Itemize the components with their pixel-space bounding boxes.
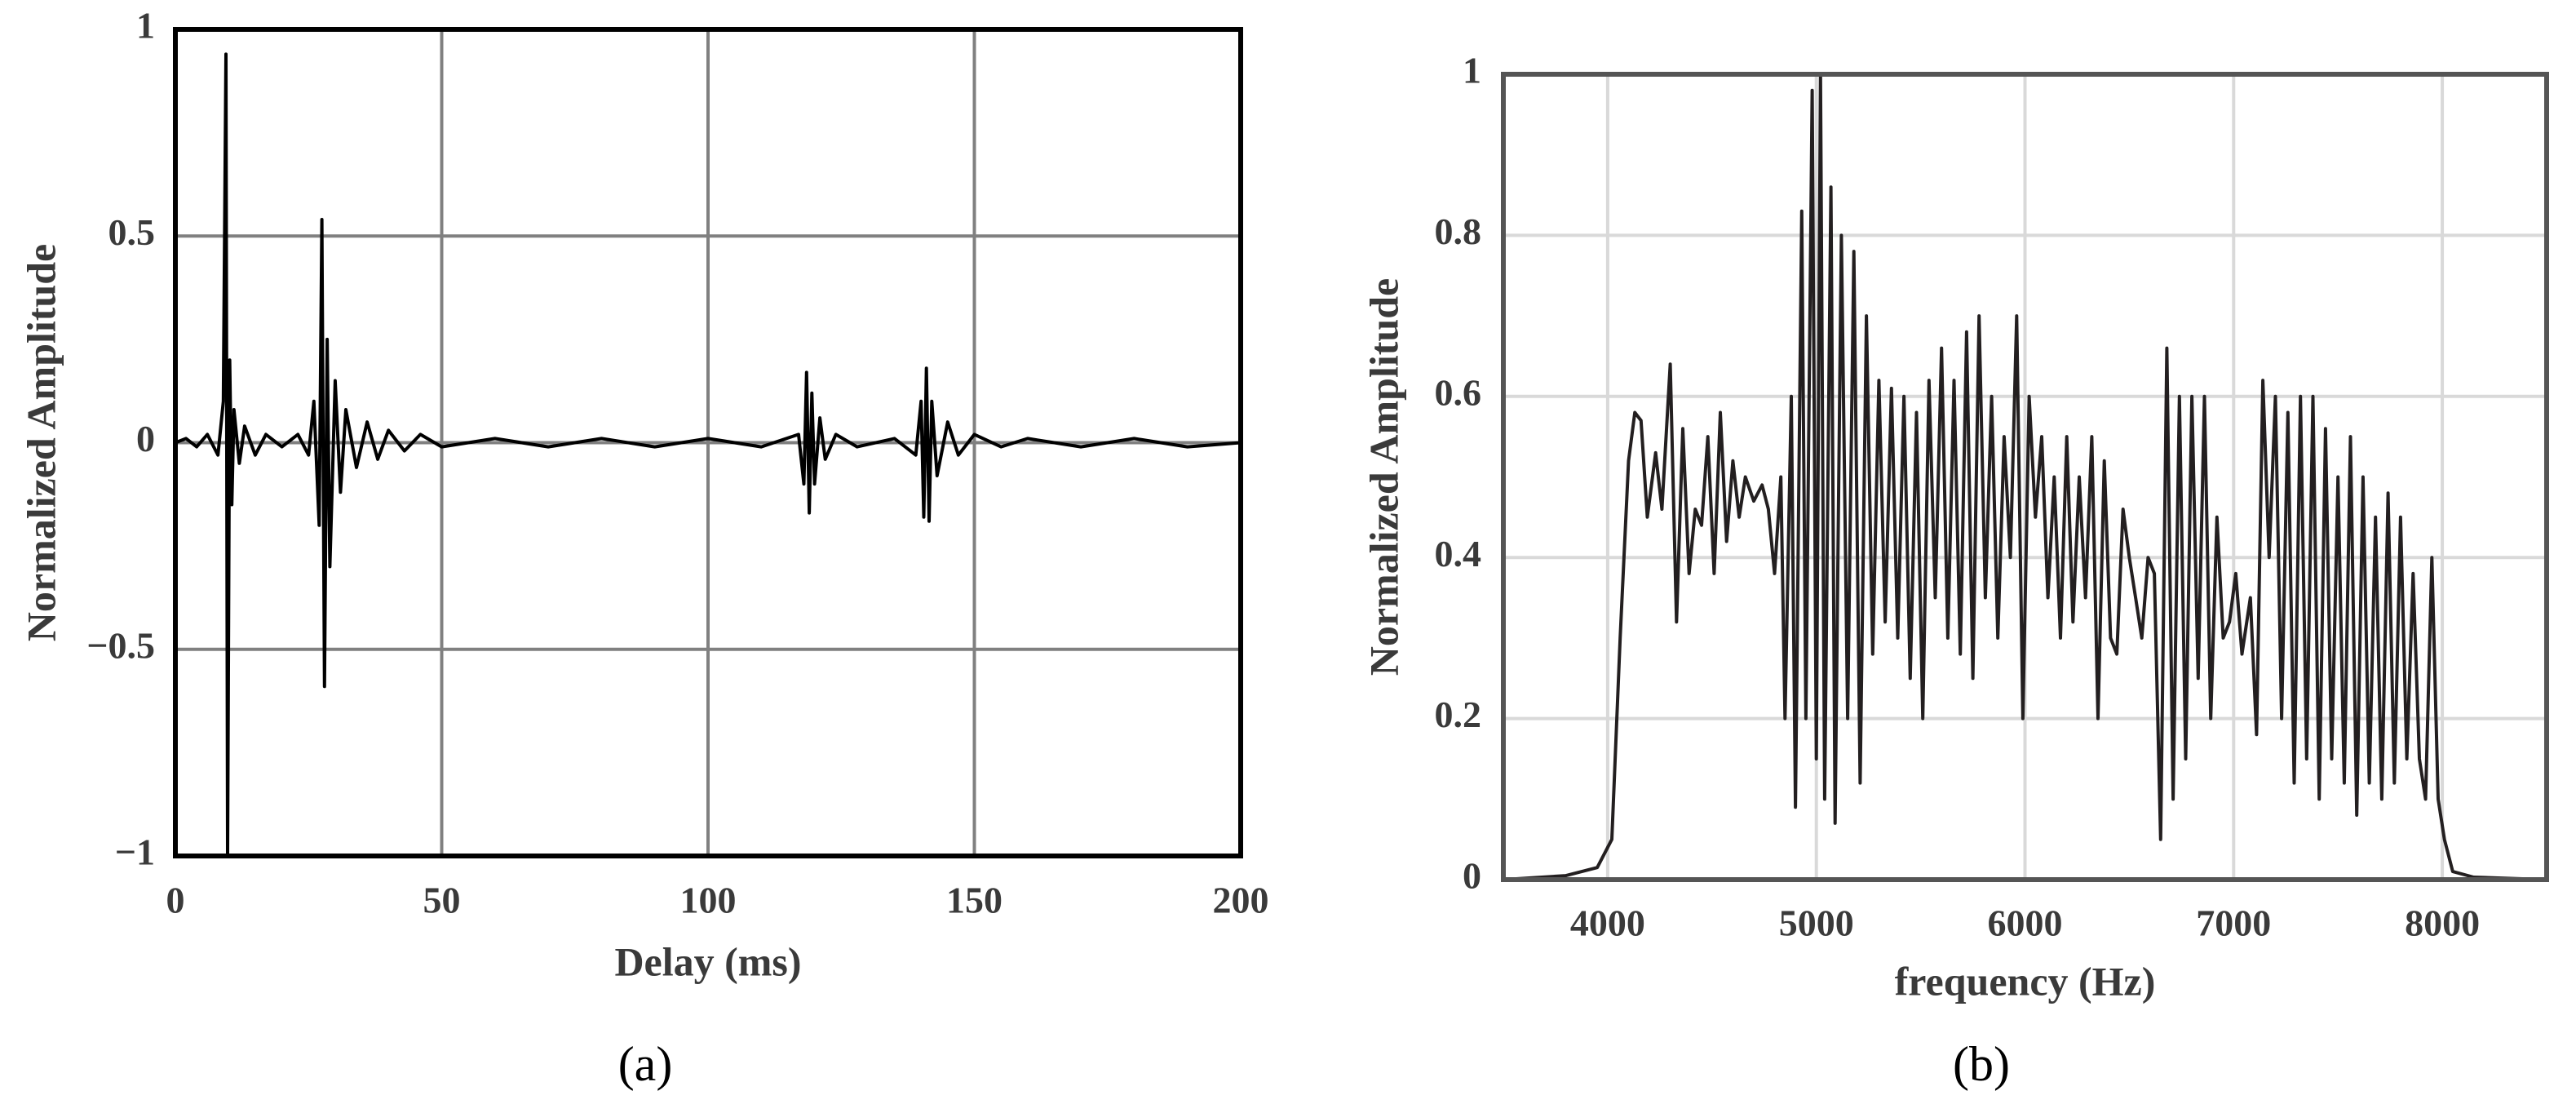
y-axis-label: Normalized Amplitude (18, 244, 64, 641)
y-tick-label: −0.5 (86, 624, 155, 666)
x-tick-label: 150 (946, 880, 1003, 921)
y-tick-label: −1 (115, 831, 155, 873)
y-tick-label: 0.6 (1435, 371, 1482, 413)
y-axis-label: Normalized Amplitude (1361, 278, 1406, 676)
y-tick-label: 1 (1463, 50, 1481, 91)
x-tick-label: 200 (1213, 880, 1269, 921)
plot-frame (1501, 72, 2549, 882)
y-tick-label: 0 (136, 418, 155, 459)
x-tick-label: 0 (166, 880, 185, 921)
x-tick-label: 7000 (2196, 902, 2271, 944)
x-tick-label: 100 (680, 880, 737, 921)
x-tick-label: 5000 (1779, 902, 1854, 944)
x-axis-label: frequency (Hz) (1895, 958, 2156, 1004)
x-tick-label: 50 (423, 880, 461, 921)
y-tick-label: 0 (1463, 855, 1481, 897)
caption: (b) (1953, 1037, 2010, 1091)
signal-line (175, 52, 1242, 858)
x-tick-label: 6000 (1988, 902, 2063, 944)
plot-frame (173, 27, 1243, 858)
x-axis-label: Delay (ms) (614, 938, 801, 984)
y-tick-label: 0.5 (108, 211, 156, 253)
caption: (a) (618, 1037, 673, 1091)
y-tick-label: 0.2 (1435, 694, 1482, 735)
x-tick-label: 8000 (2405, 902, 2480, 944)
y-tick-label: 0.8 (1435, 211, 1482, 252)
y-tick-label: 0.4 (1435, 533, 1482, 574)
x-tick-label: 4000 (1570, 902, 1645, 944)
signal-line (1503, 73, 2547, 881)
y-tick-label: 1 (136, 5, 155, 47)
